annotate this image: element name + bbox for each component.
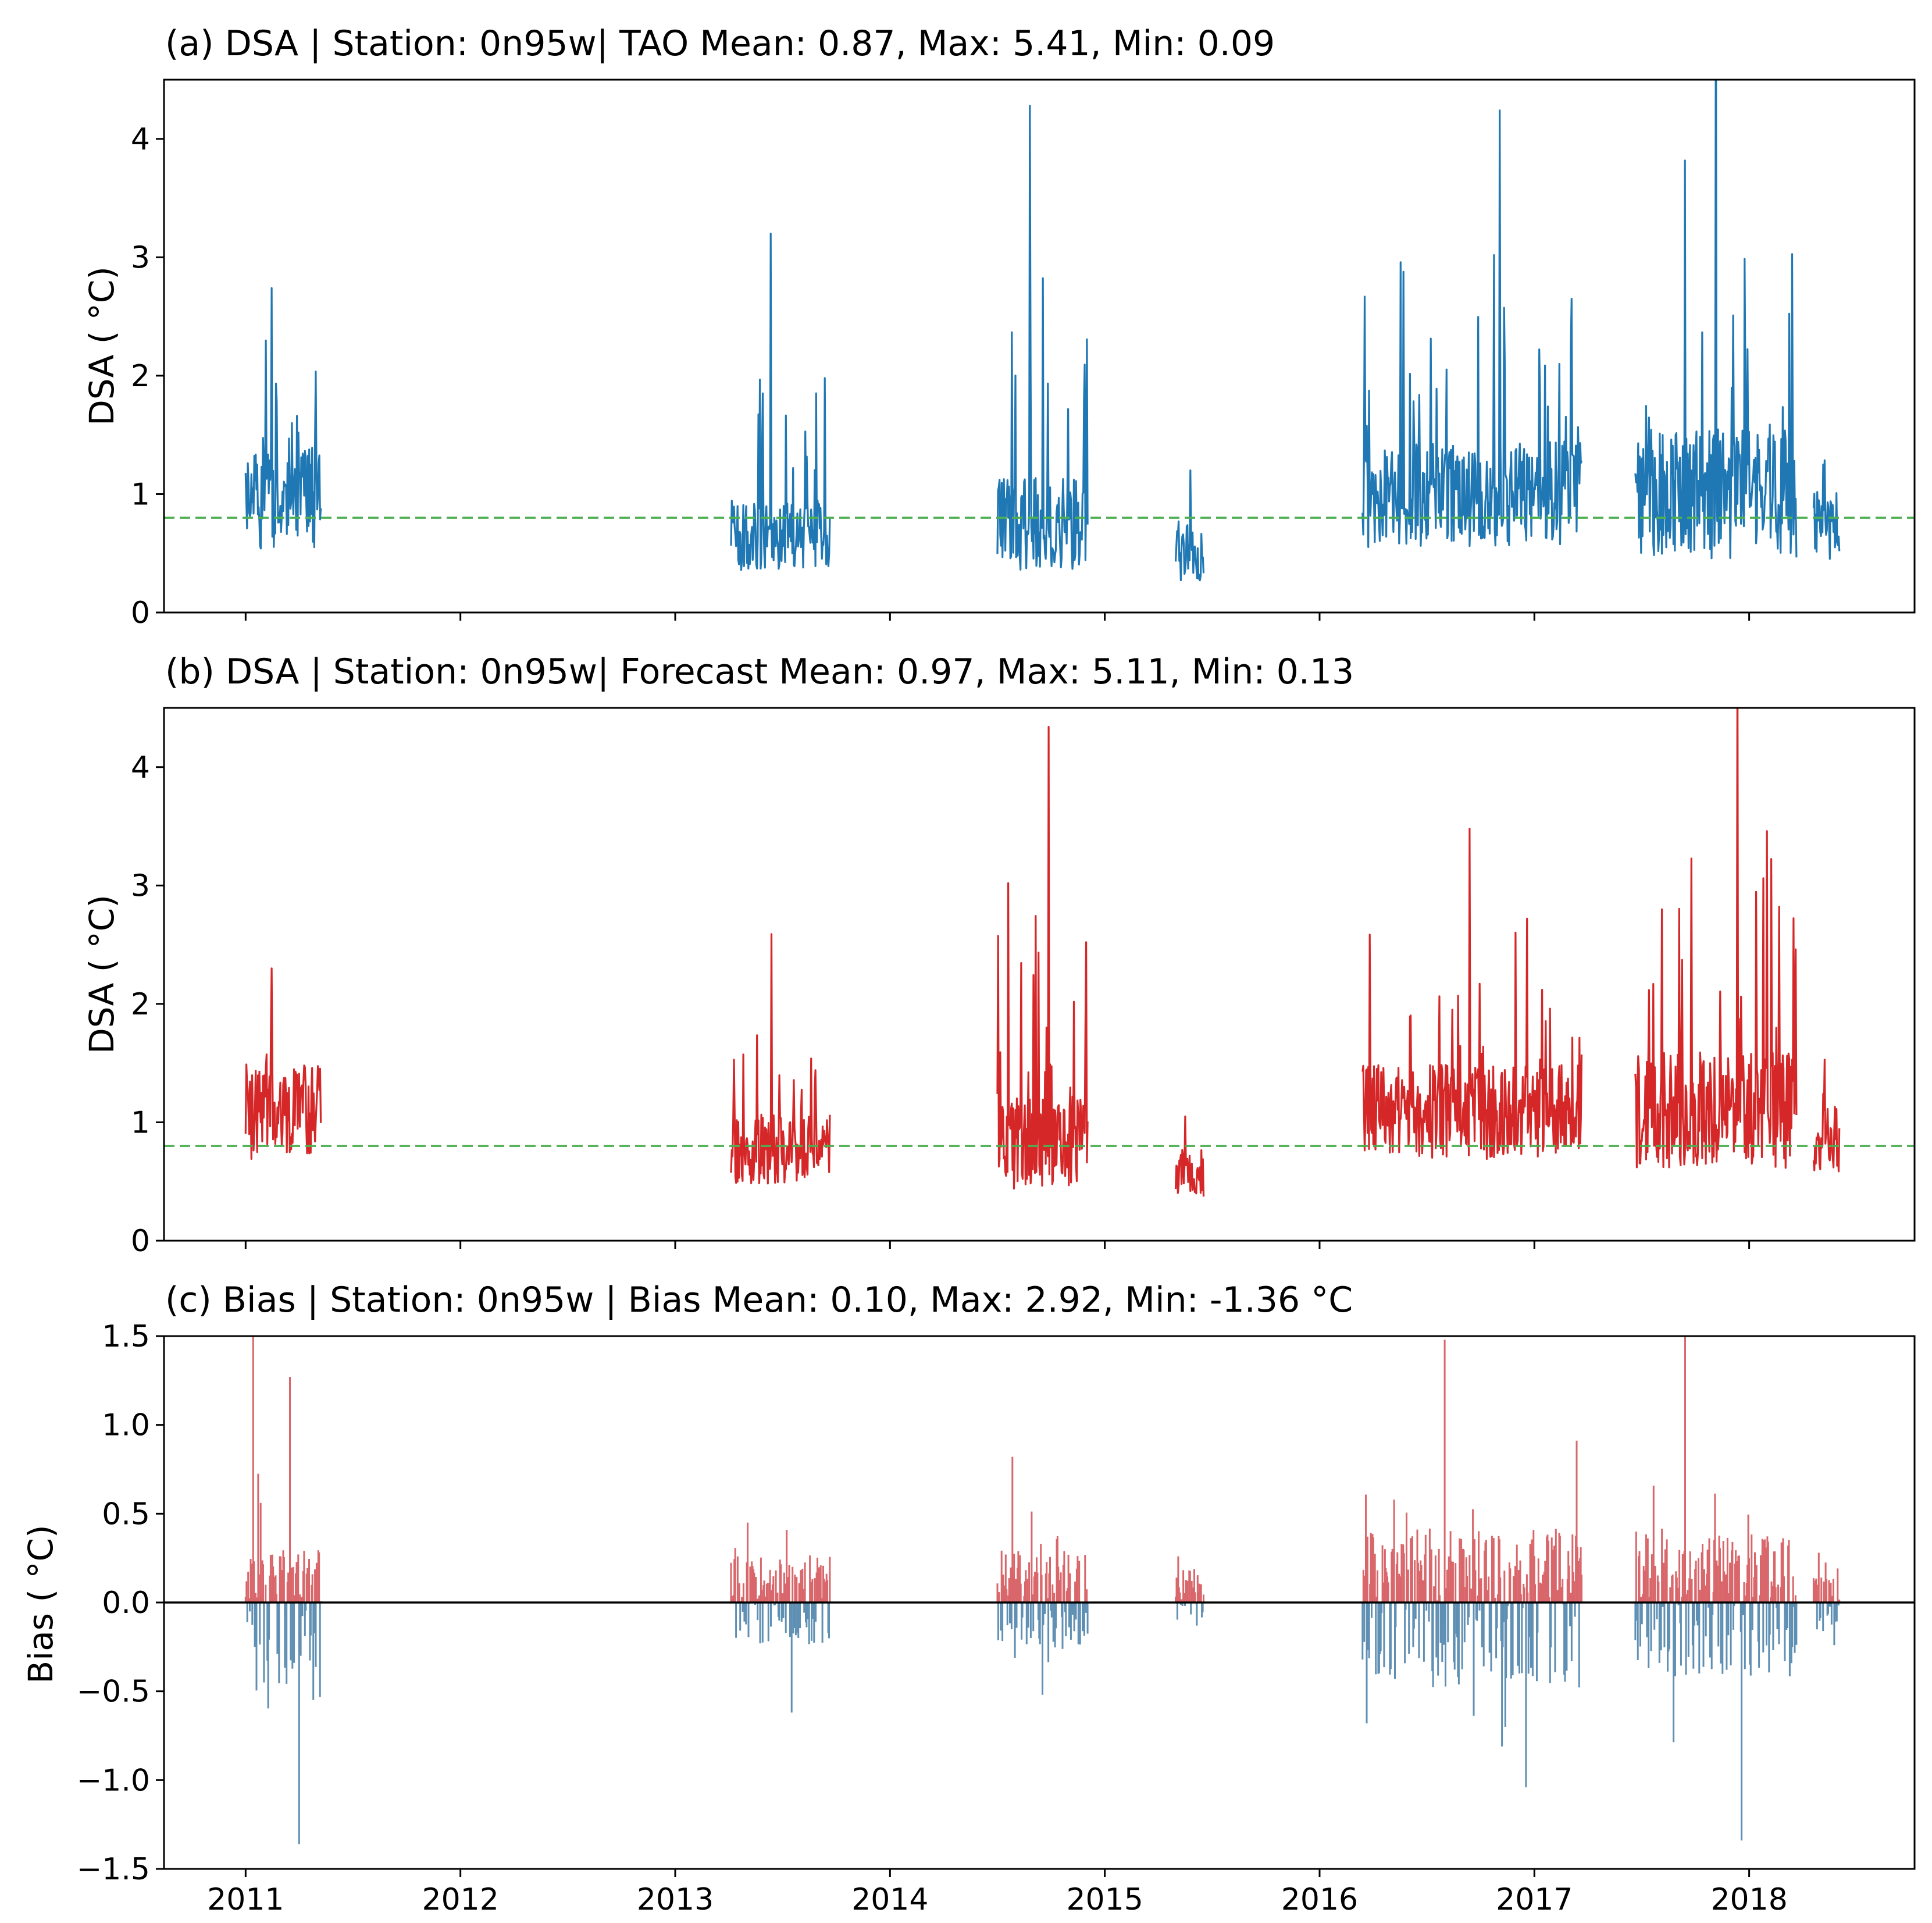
panel-b-forecast-dsa: (b) DSA | Station: 0n95w| Forecast Mean:…	[82, 651, 1916, 1259]
panel-b-y-ticks: 0 1 2 3 4	[131, 750, 164, 1259]
y-tick-label: 3	[131, 240, 150, 275]
panel-c-bias: (c) Bias | Station: 0n95w | Bias Mean: 0…	[21, 1280, 1916, 1917]
panel-b-y-axis-label: DSA ( °C)	[82, 895, 122, 1054]
x-tick-label: 2012	[422, 1882, 498, 1917]
y-tick-label: 0	[131, 596, 150, 631]
panel-c-title: (c) Bias | Station: 0n95w | Bias Mean: 0…	[165, 1280, 1353, 1320]
x-tick-label: 2013	[637, 1882, 714, 1917]
panel-a-series-tao	[244, 80, 1841, 582]
y-tick-label: −0.5	[77, 1675, 150, 1710]
series-line-segment	[1361, 828, 1583, 1160]
x-tick-label: 2014	[851, 1882, 928, 1917]
series-line-segment	[1634, 708, 1798, 1169]
series-line-segment	[1812, 1059, 1841, 1173]
y-tick-label: 4	[131, 122, 150, 157]
y-tick-label: 0.5	[102, 1497, 150, 1532]
panel-c-axes-frame	[163, 1335, 1916, 1870]
y-tick-label: 1	[131, 477, 150, 512]
panel-a-axes-frame	[163, 79, 1916, 614]
y-tick-label: 2	[131, 359, 150, 394]
y-tick-label: 4	[131, 750, 150, 785]
series-line-segment	[1812, 459, 1841, 560]
panel-c-y-ticks: −1.5 −1.0 −0.5 0.0 0.5 1.0 1.5	[77, 1319, 164, 1887]
y-tick-label: 1.0	[102, 1408, 150, 1443]
y-tick-label: 0	[131, 1224, 150, 1259]
y-tick-label: 1	[131, 1105, 150, 1140]
x-tick-label: 2018	[1710, 1882, 1787, 1917]
series-line-segment	[244, 287, 322, 550]
y-tick-label: 3	[131, 868, 150, 903]
panel-c-y-axis-label: Bias ( °C)	[21, 1525, 60, 1683]
series-line-segment	[244, 967, 322, 1160]
panel-a-title: (a) DSA | Station: 0n95w| TAO Mean: 0.87…	[165, 23, 1275, 64]
x-tick-label: 2011	[207, 1882, 284, 1917]
series-line-segment	[730, 233, 831, 571]
panel-b-x-ticks	[244, 1241, 1751, 1249]
panel-a-tao-dsa: (a) DSA | Station: 0n95w| TAO Mean: 0.87…	[82, 23, 1916, 631]
y-tick-label: −1.0	[77, 1763, 150, 1798]
panel-b-series-forecast	[244, 708, 1841, 1197]
panel-a-y-axis-label: DSA ( °C)	[82, 266, 122, 426]
series-line-segment	[1174, 469, 1205, 582]
y-tick-label: 0.0	[102, 1586, 150, 1621]
y-tick-label: 2	[131, 987, 150, 1022]
series-line-segment	[996, 726, 1089, 1190]
panel-c-x-ticks: 2011 2012 2013 2014 2015 2016 2017 2018	[207, 1869, 1788, 1917]
x-tick-label: 2015	[1066, 1882, 1143, 1917]
series-line-segment	[996, 105, 1089, 571]
x-tick-label: 2017	[1496, 1882, 1573, 1917]
panel-a-x-ticks	[244, 612, 1751, 621]
x-tick-label: 2016	[1281, 1882, 1358, 1917]
series-line-segment	[730, 933, 831, 1185]
series-line-segment	[1361, 109, 1583, 548]
panel-a-y-ticks: 0 1 2 3 4	[131, 122, 164, 631]
y-tick-label: −1.5	[77, 1852, 150, 1887]
panel-c-series-bias	[244, 1336, 1841, 1844]
series-line-segment	[1174, 1115, 1205, 1197]
panel-b-title: (b) DSA | Station: 0n95w| Forecast Mean:…	[165, 651, 1354, 692]
series-line-segment	[1634, 80, 1798, 560]
y-tick-label: 1.5	[102, 1319, 150, 1354]
panel-b-axes-frame	[163, 707, 1916, 1242]
